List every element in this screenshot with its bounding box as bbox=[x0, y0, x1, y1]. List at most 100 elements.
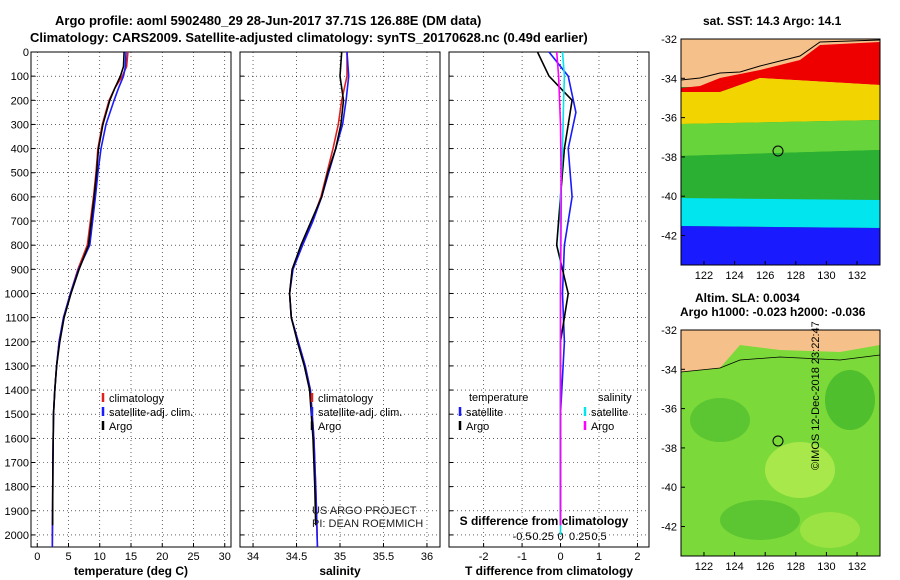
y-tick-label: 1200 bbox=[5, 337, 29, 349]
y-tick-label: 100 bbox=[11, 71, 29, 83]
sla-map-frame bbox=[680, 329, 881, 557]
map-y-tick-label: -32 bbox=[661, 325, 677, 337]
sst-map-warm-band bbox=[681, 42, 880, 92]
y-tick-label: 300 bbox=[11, 119, 29, 131]
x-tick-label: 35.5 bbox=[373, 551, 394, 563]
y-tick-label: 1700 bbox=[5, 457, 29, 469]
sst-map-yellow-band bbox=[681, 78, 880, 124]
series-line-argo bbox=[288, 51, 345, 526]
y-tick-label: 500 bbox=[11, 168, 29, 180]
series-line-argo bbox=[51, 51, 125, 526]
x-tick-label-salinity: 0.25 bbox=[569, 531, 590, 543]
map-x-tick-label: 130 bbox=[817, 270, 835, 282]
x-tick-label: 10 bbox=[94, 551, 106, 563]
y-tick-label: 1500 bbox=[5, 409, 29, 421]
difference-panel: -2 -1 0 1 2T difference from climatology -0.5… bbox=[448, 51, 650, 578]
x-axis-label: T difference from climatology bbox=[465, 564, 633, 578]
sst-map-cyan-band bbox=[681, 198, 880, 228]
legend-label: climatology bbox=[318, 393, 374, 405]
y-tick-label: 200 bbox=[11, 95, 29, 107]
legend-label: Argo bbox=[466, 421, 489, 433]
map-y-tick-label: -34 bbox=[661, 364, 677, 376]
sla-map-land bbox=[681, 330, 880, 372]
series-line-climatology bbox=[288, 52, 348, 548]
map-x-tick-label: 128 bbox=[787, 561, 805, 573]
x-tick-label: 35 bbox=[334, 551, 346, 563]
x-tick-label: 5 bbox=[65, 551, 71, 563]
y-tick-label: 700 bbox=[11, 216, 29, 228]
y-tick-label: 900 bbox=[11, 264, 29, 276]
x-tick-label: -1 bbox=[517, 551, 527, 563]
imos-credit: ©IMOS 12-Dec-2018 23:22:47 bbox=[810, 321, 822, 470]
series-line-satellite-adj-clim- bbox=[51, 51, 127, 548]
map-x-tick-label: 132 bbox=[848, 270, 866, 282]
y-tick-label: 1300 bbox=[5, 361, 29, 373]
y-tick-label: 800 bbox=[11, 240, 29, 252]
map-y-tick-label: -40 bbox=[661, 482, 677, 494]
sla-map-profile-marker bbox=[772, 435, 784, 447]
x-axis-label-top: S difference from climatology bbox=[460, 514, 629, 528]
x-tick-label: 25 bbox=[187, 551, 199, 563]
x-tick-label: 0 bbox=[557, 551, 563, 563]
map-y-tick-label: -38 bbox=[661, 152, 677, 164]
header-line-2: Climatology: CARS2009. Satellite-adjuste… bbox=[30, 30, 588, 45]
header-line-1: Argo profile: aoml 5902480_29 28-Jun-201… bbox=[55, 13, 482, 28]
legend-label: Argo bbox=[109, 421, 132, 433]
y-tick-label: 1400 bbox=[5, 385, 29, 397]
y-tick-label: 600 bbox=[11, 192, 29, 204]
x-tick-label: 0 bbox=[34, 551, 40, 563]
y-tick-label: 1900 bbox=[5, 506, 29, 518]
sla-map-title: Altim. SLA: 0.0034 bbox=[695, 291, 800, 305]
legend-label: satellite bbox=[591, 407, 628, 419]
x-tick-label-salinity: -0.5 bbox=[513, 531, 532, 543]
map-x-tick-label: 122 bbox=[695, 561, 713, 573]
x-tick-label: 20 bbox=[156, 551, 168, 563]
x-tick-label-salinity: -0.25 bbox=[529, 531, 554, 543]
map-x-tick-label: 126 bbox=[756, 270, 774, 282]
y-tick-label: 0 bbox=[23, 47, 29, 59]
x-tick-label: 30 bbox=[219, 551, 231, 563]
sla-map bbox=[681, 330, 880, 556]
series-line-climatology bbox=[51, 51, 129, 548]
map-y-tick-label: -40 bbox=[661, 191, 677, 203]
sst-map-title: sat. SST: 14.3 Argo: 14.1 bbox=[703, 14, 842, 28]
map-x-tick-label: 122 bbox=[695, 270, 713, 282]
map-x-tick-label: 132 bbox=[848, 561, 866, 573]
map-y-tick-label: -32 bbox=[661, 34, 677, 46]
y-tick-label: 1600 bbox=[5, 433, 29, 445]
map-y-tick-label: -38 bbox=[661, 443, 677, 455]
legend-label: climatology bbox=[109, 393, 165, 405]
y-tick-label: 2000 bbox=[5, 530, 29, 542]
x-axis-label: temperature (deg C) bbox=[74, 564, 188, 578]
sst-map-profile-marker bbox=[772, 145, 784, 157]
y-tick-label: 1100 bbox=[5, 313, 29, 325]
y-tick-label: 1800 bbox=[5, 482, 29, 494]
sst-map bbox=[681, 39, 880, 265]
legend-label: Argo bbox=[318, 421, 341, 433]
salinity-panel: 34 34.5 35 35.5 36 salinity climatology satelli… bbox=[239, 51, 441, 578]
legend-label: satellite-adj. clim. bbox=[109, 407, 193, 419]
pi-credit: PI: DEAN ROEMMICH bbox=[312, 518, 424, 530]
map-x-tick-label: 126 bbox=[756, 561, 774, 573]
y-tick-label: 1000 bbox=[5, 288, 29, 300]
map-x-tick-label: 124 bbox=[725, 270, 743, 282]
x-tick-label: 36 bbox=[421, 551, 433, 563]
legend-group-title: salinity bbox=[598, 392, 632, 404]
legend-label: satellite-adj. clim. bbox=[318, 407, 402, 419]
map-y-tick-label: -42 bbox=[661, 522, 677, 534]
series-line-salinity-argo bbox=[555, 51, 563, 526]
map-x-tick-label: 128 bbox=[787, 270, 805, 282]
sst-map-frame bbox=[680, 38, 881, 266]
map-x-tick-label: 130 bbox=[817, 561, 835, 573]
panel-frame bbox=[448, 51, 650, 548]
legend-label: satellite bbox=[466, 407, 503, 419]
sst-map-lightgreen-band bbox=[681, 120, 880, 156]
x-tick-label: 34 bbox=[247, 551, 259, 563]
x-tick-label: 34.5 bbox=[286, 551, 307, 563]
legend-label: Argo bbox=[591, 421, 614, 433]
map-x-tick-label: 124 bbox=[725, 561, 743, 573]
map-y-tick-label: -36 bbox=[661, 404, 677, 416]
sst-map-blue-band bbox=[681, 226, 880, 265]
x-tick-label: 15 bbox=[125, 551, 137, 563]
